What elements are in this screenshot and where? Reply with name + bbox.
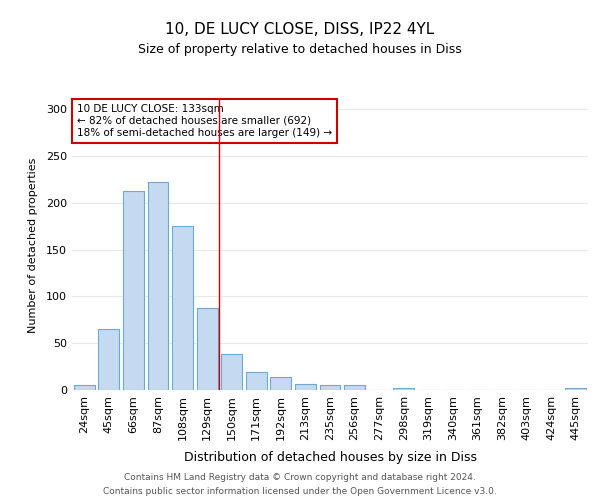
Text: 10 DE LUCY CLOSE: 133sqm
← 82% of detached houses are smaller (692)
18% of semi-: 10 DE LUCY CLOSE: 133sqm ← 82% of detach… — [77, 104, 332, 138]
Bar — [221, 354, 242, 390]
Bar — [246, 372, 267, 390]
Bar — [197, 308, 218, 390]
Bar — [148, 182, 169, 390]
Text: Size of property relative to detached houses in Diss: Size of property relative to detached ho… — [138, 42, 462, 56]
Bar — [565, 388, 586, 390]
Bar — [393, 388, 414, 390]
Y-axis label: Number of detached properties: Number of detached properties — [28, 158, 38, 332]
Bar — [344, 386, 365, 390]
Bar — [320, 386, 340, 390]
Bar — [295, 384, 316, 390]
Bar — [123, 190, 144, 390]
Bar — [172, 226, 193, 390]
X-axis label: Distribution of detached houses by size in Diss: Distribution of detached houses by size … — [184, 451, 476, 464]
Text: Contains public sector information licensed under the Open Government Licence v3: Contains public sector information licen… — [103, 488, 497, 496]
Bar — [74, 386, 95, 390]
Bar — [271, 377, 292, 390]
Text: Contains HM Land Registry data © Crown copyright and database right 2024.: Contains HM Land Registry data © Crown c… — [124, 472, 476, 482]
Text: 10, DE LUCY CLOSE, DISS, IP22 4YL: 10, DE LUCY CLOSE, DISS, IP22 4YL — [166, 22, 434, 38]
Bar — [98, 329, 119, 390]
